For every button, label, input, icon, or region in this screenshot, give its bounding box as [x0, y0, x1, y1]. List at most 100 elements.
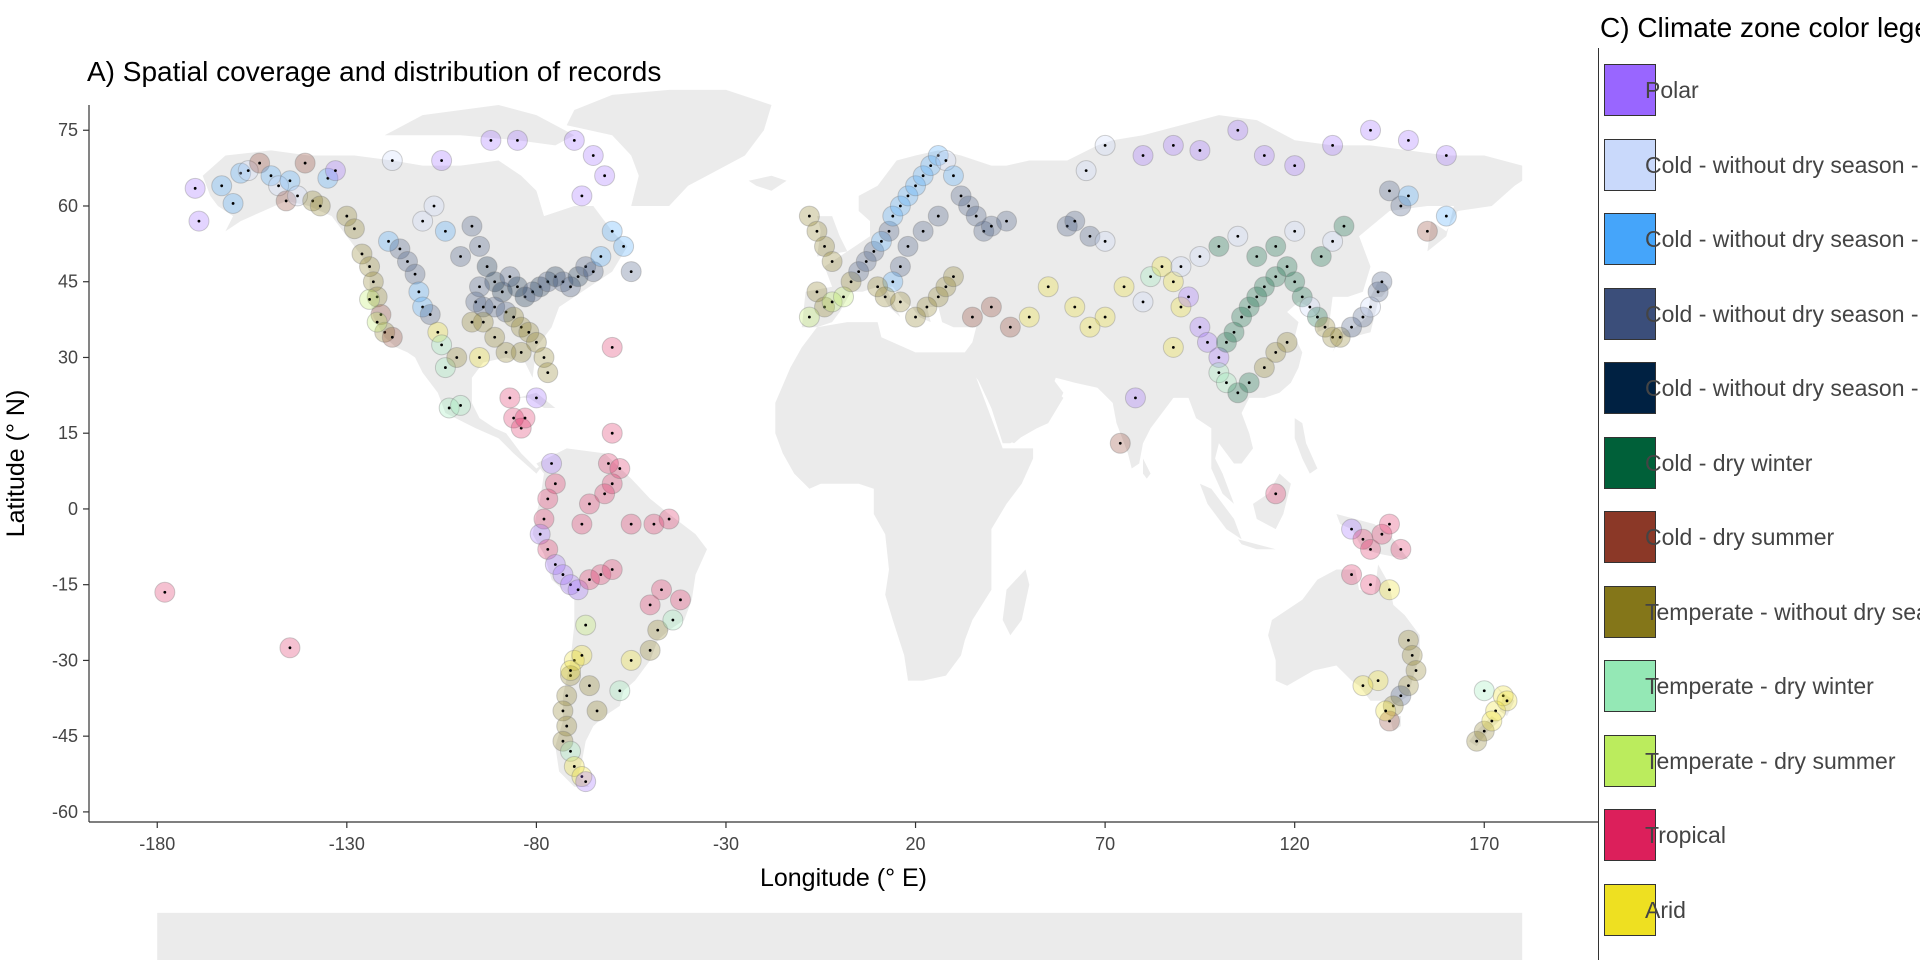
record-point: [588, 578, 591, 582]
record-point: [823, 244, 826, 248]
record-point: [1046, 285, 1050, 289]
record-point: [952, 174, 955, 178]
map-title: A) Spatial coverage and distribution of …: [87, 56, 662, 87]
record-point: [345, 214, 349, 218]
record-point: [246, 169, 250, 173]
record-point: [485, 265, 489, 268]
record-point: [440, 343, 444, 347]
record-point: [925, 305, 929, 309]
record-point: [447, 406, 451, 410]
record-point: [550, 462, 553, 465]
legend-swatch: [1604, 585, 1656, 638]
legend-label: Temperate - without dry season: [1645, 598, 1920, 625]
record-point: [906, 194, 910, 198]
record-point: [944, 159, 948, 162]
record-point: [1198, 325, 1202, 329]
record-point: [1361, 537, 1365, 541]
record-point: [375, 320, 379, 324]
y-tick-label: 0: [68, 499, 78, 519]
record-point: [622, 244, 625, 248]
record-point: [610, 568, 614, 571]
y-tick-label: 30: [58, 347, 78, 367]
africa-landmass: [775, 322, 1034, 681]
record-point: [898, 265, 902, 268]
record-point: [830, 300, 834, 304]
record-point: [610, 229, 614, 233]
record-point: [1501, 694, 1505, 698]
north-america-landmass: [202, 150, 628, 474]
record-point: [1217, 371, 1221, 375]
antarctic-edge-landmass: [157, 912, 1523, 960]
record-point: [572, 138, 576, 142]
record-point: [1285, 265, 1289, 268]
record-point: [1171, 345, 1175, 349]
record-point: [618, 689, 622, 693]
record-point: [588, 502, 591, 506]
record-point: [538, 285, 542, 289]
record-point: [921, 229, 925, 233]
legend-item: Cold - without dry season - cold summer: [1599, 272, 1920, 346]
record-point: [679, 598, 682, 602]
record-point: [989, 224, 993, 228]
record-point: [390, 159, 394, 162]
record-point: [478, 285, 481, 289]
y-tick-label: 60: [58, 196, 78, 216]
record-point: [288, 179, 292, 183]
record-point: [239, 171, 243, 175]
record-point: [542, 356, 546, 359]
sumatra-landmass: [1199, 483, 1242, 540]
record-point: [1236, 234, 1240, 238]
record-point: [1444, 154, 1448, 157]
record-point: [1088, 234, 1092, 238]
arctic-islands-landmass: [384, 105, 575, 146]
record-point: [584, 623, 588, 627]
record-point: [553, 482, 557, 486]
record-point: [489, 138, 493, 142]
legend-item: Temperate - dry winter: [1599, 644, 1920, 718]
record-point: [1361, 684, 1365, 688]
record-point: [353, 227, 356, 231]
record-point: [1399, 694, 1403, 698]
record-point: [508, 275, 512, 279]
record-point: [584, 265, 588, 268]
record-point: [1171, 143, 1175, 147]
record-point: [883, 295, 887, 299]
record-point: [656, 628, 660, 632]
x-tick-label: 20: [906, 834, 926, 854]
record-point: [891, 214, 895, 218]
record-point: [546, 371, 550, 375]
record-point: [519, 325, 523, 329]
record-point: [516, 285, 519, 289]
record-point: [421, 305, 425, 309]
record-point: [880, 239, 883, 243]
record-point: [815, 290, 819, 294]
record-point: [1391, 704, 1395, 708]
record-point: [588, 684, 591, 688]
record-point: [610, 431, 614, 435]
record-point: [974, 214, 978, 218]
record-point: [1384, 709, 1388, 713]
record-point: [629, 522, 633, 526]
record-point: [258, 161, 262, 165]
record-point: [432, 204, 436, 208]
java-landmass: [1237, 539, 1276, 550]
legend-swatch: [1604, 64, 1656, 116]
record-point: [1073, 305, 1077, 309]
legend-item: Cold - without dry season - very cold wi…: [1599, 346, 1920, 420]
record-point: [857, 270, 861, 274]
record-point: [519, 426, 523, 430]
record-point: [474, 300, 478, 304]
new-zealand-north-landmass: [1495, 685, 1515, 716]
record-point: [887, 229, 891, 233]
record-point: [375, 295, 379, 299]
y-tick-label: -30: [52, 650, 78, 670]
record-point: [929, 164, 933, 167]
record-point: [1274, 492, 1278, 496]
record-point: [671, 618, 675, 622]
legend-swatch: [1604, 213, 1656, 265]
record-point: [648, 648, 652, 652]
record-point: [1308, 305, 1312, 309]
philippines-landmass: [1294, 418, 1318, 474]
record-point: [413, 272, 417, 276]
legend-item: Cold - without dry season - warm summer: [1599, 197, 1920, 271]
